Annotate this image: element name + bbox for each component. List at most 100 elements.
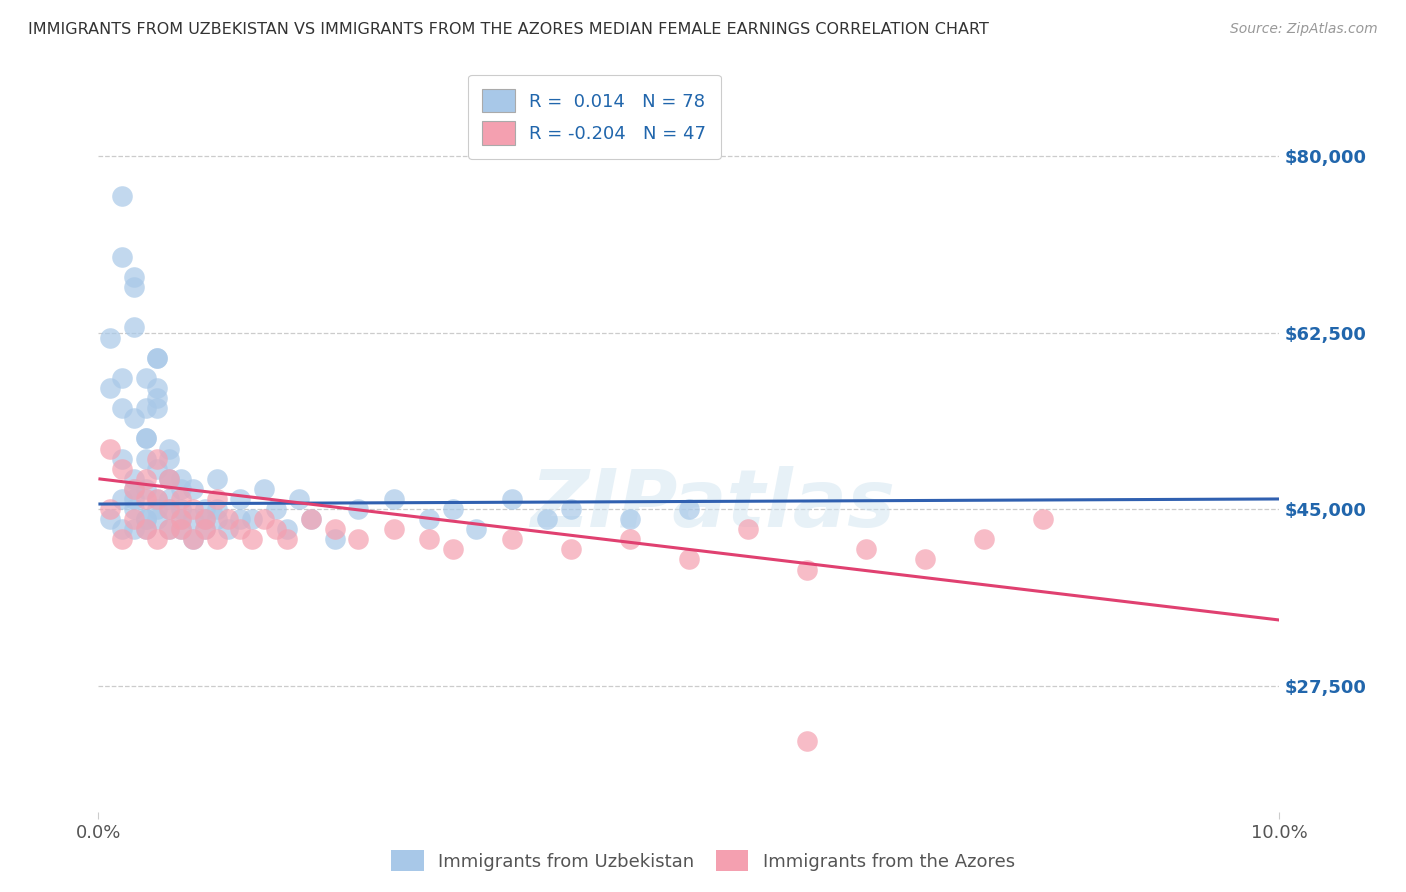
Point: [170, 472, 193, 486]
Legend: R =  0.014   N = 78, R = -0.204   N = 47: R = 0.014 N = 78, R = -0.204 N = 47: [468, 75, 721, 159]
Point: [170, 522, 193, 536]
Text: Source: ZipAtlas.com: Source: ZipAtlas.com: [1230, 22, 1378, 37]
Point: [122, 502, 145, 516]
Point: [264, 502, 287, 516]
Point: [122, 472, 145, 486]
Point: [157, 472, 180, 486]
Point: [146, 491, 169, 506]
Point: [135, 371, 157, 385]
Point: [288, 491, 311, 506]
Point: [157, 522, 180, 536]
Point: [323, 533, 346, 547]
Point: [619, 533, 641, 547]
Point: [194, 512, 217, 526]
Point: [418, 533, 440, 547]
Point: [299, 512, 322, 526]
Point: [98, 381, 121, 395]
Point: [157, 442, 180, 456]
Point: [229, 491, 252, 506]
Point: [135, 482, 157, 496]
Point: [240, 512, 263, 526]
Point: [217, 512, 239, 526]
Text: ZIPatlas: ZIPatlas: [530, 466, 896, 543]
Point: [276, 522, 298, 536]
Point: [205, 502, 228, 516]
Point: [205, 472, 228, 486]
Point: [111, 533, 134, 547]
Point: [170, 522, 193, 536]
Point: [122, 270, 145, 285]
Point: [181, 512, 204, 526]
Point: [111, 401, 134, 416]
Point: [157, 491, 180, 506]
Point: [111, 250, 134, 264]
Point: [146, 461, 169, 475]
Point: [157, 472, 180, 486]
Point: [299, 512, 322, 526]
Point: [135, 451, 157, 466]
Point: [217, 522, 239, 536]
Point: [194, 512, 217, 526]
Point: [181, 482, 204, 496]
Point: [157, 502, 180, 516]
Point: [253, 482, 276, 496]
Point: [796, 734, 818, 748]
Point: [170, 512, 193, 526]
Point: [146, 491, 169, 506]
Point: [501, 491, 523, 506]
Point: [135, 522, 157, 536]
Point: [122, 482, 145, 496]
Point: [194, 502, 217, 516]
Point: [347, 502, 370, 516]
Point: [737, 522, 759, 536]
Point: [253, 512, 276, 526]
Point: [678, 552, 700, 566]
Point: [135, 432, 157, 446]
Point: [560, 502, 582, 516]
Point: [98, 502, 121, 516]
Point: [441, 542, 464, 557]
Point: [135, 401, 157, 416]
Point: [111, 522, 134, 536]
Point: [122, 320, 145, 334]
Point: [323, 522, 346, 536]
Point: [418, 512, 440, 526]
Point: [382, 522, 405, 536]
Point: [146, 533, 169, 547]
Point: [146, 391, 169, 405]
Point: [205, 533, 228, 547]
Point: [276, 533, 298, 547]
Point: [170, 502, 193, 516]
Point: [347, 533, 370, 547]
Point: [796, 563, 818, 577]
Point: [146, 351, 169, 365]
Point: [135, 522, 157, 536]
Point: [619, 512, 641, 526]
Point: [122, 491, 145, 506]
Point: [135, 512, 157, 526]
Point: [157, 451, 180, 466]
Point: [98, 512, 121, 526]
Point: [111, 371, 134, 385]
Point: [122, 482, 145, 496]
Point: [181, 502, 204, 516]
Text: IMMIGRANTS FROM UZBEKISTAN VS IMMIGRANTS FROM THE AZORES MEDIAN FEMALE EARNINGS : IMMIGRANTS FROM UZBEKISTAN VS IMMIGRANTS…: [28, 22, 988, 37]
Point: [98, 442, 121, 456]
Point: [973, 533, 995, 547]
Point: [181, 533, 204, 547]
Point: [122, 512, 145, 526]
Point: [264, 522, 287, 536]
Point: [146, 502, 169, 516]
Point: [501, 533, 523, 547]
Point: [170, 491, 193, 506]
Point: [135, 512, 157, 526]
Point: [157, 472, 180, 486]
Point: [181, 533, 204, 547]
Point: [678, 502, 700, 516]
Point: [135, 432, 157, 446]
Point: [229, 512, 252, 526]
Point: [146, 401, 169, 416]
Point: [146, 381, 169, 395]
Point: [98, 330, 121, 344]
Point: [146, 451, 169, 466]
